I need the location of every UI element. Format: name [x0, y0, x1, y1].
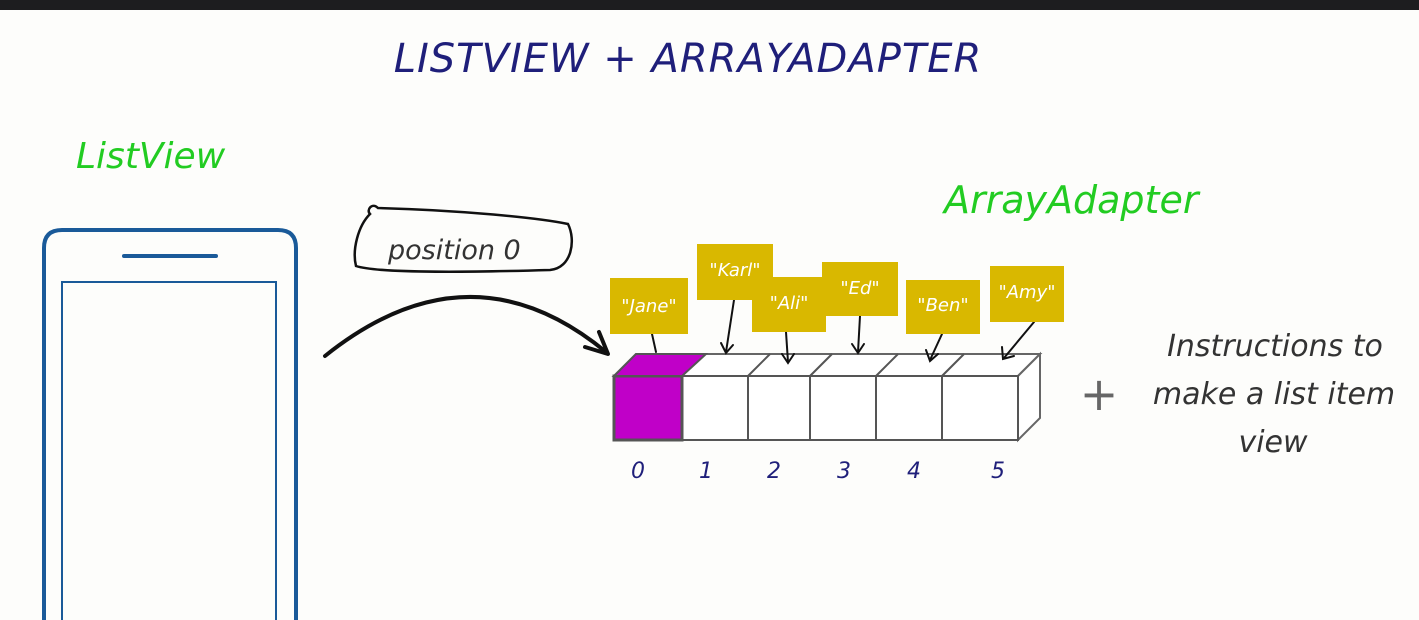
array-cell-0-top — [611, 353, 709, 377]
tag-ali-label: "Ali" — [770, 293, 809, 314]
phone-icon — [42, 228, 298, 620]
instructions-block: Instructions to make a list item view — [1153, 329, 1395, 460]
tag-karl-label: "Karl" — [709, 260, 760, 281]
tag-ben-note — [906, 280, 980, 334]
instructions-line-2: make a list item — [1153, 377, 1395, 412]
array-cell-0 — [612, 374, 684, 442]
tag-pointer-amy — [1003, 321, 1035, 359]
tag-pointer-jane — [651, 333, 657, 353]
tag-amy-note — [990, 266, 1064, 322]
tag-pointer-ed — [857, 315, 861, 353]
tag-jane-note — [610, 278, 688, 334]
tag-pointer-ali — [785, 331, 789, 363]
tag-karl: "Karl" — [697, 244, 773, 300]
tag-ben-label: "Ben" — [917, 295, 968, 316]
tag-ben: "Ben" — [906, 280, 980, 334]
tag-amy-label: "Amy" — [998, 282, 1055, 303]
array-divider — [809, 353, 833, 377]
phone-body — [42, 228, 298, 620]
listview-label: ListView — [76, 136, 226, 177]
array-divider — [747, 353, 771, 377]
tag-ali: "Ali" — [752, 277, 826, 332]
name-tags: "Jane" "Karl" "Ali" "Ed" "Ben" "Amy" — [610, 244, 1064, 334]
plus-sign: + — [1080, 367, 1119, 421]
diagram-title: LISTVIEW + ARRAYADAPTER — [394, 36, 983, 82]
tag-arrowhead-ali — [781, 353, 795, 365]
position-bubble: position 0 — [353, 204, 574, 274]
tag-amy: "Amy" — [990, 266, 1064, 322]
array-index-5: 5 — [991, 459, 1005, 484]
tag-arrowhead-karl — [720, 342, 734, 355]
top-bar — [0, 0, 1419, 10]
tag-jane-label: "Jane" — [621, 296, 676, 317]
array-index-1: 1 — [699, 459, 713, 484]
array-divider — [875, 353, 899, 377]
arrow-curve — [323, 295, 608, 358]
tag-pointer-ben — [929, 333, 943, 361]
array-indices: 0 1 2 3 4 5 — [631, 459, 1005, 484]
position-arrow — [323, 295, 610, 358]
tag-ed: "Ed" — [822, 262, 898, 316]
arrow-head — [583, 330, 610, 356]
array-index-2: 2 — [767, 459, 781, 484]
instructions-line-3: view — [1238, 425, 1308, 460]
arrayadapter-label: ArrayAdapter — [941, 178, 1201, 222]
tag-ali-note — [752, 277, 826, 332]
array-index-3: 3 — [837, 459, 851, 484]
array-divider — [941, 353, 965, 377]
tag-pointer-karl — [725, 299, 735, 353]
tag-jane: "Jane" — [610, 278, 688, 334]
tag-ed-note — [822, 262, 898, 316]
array-cells — [611, 351, 1043, 443]
position-label: position 0 — [387, 235, 521, 266]
array-index-4: 4 — [907, 459, 921, 484]
instructions-line-1: Instructions to — [1167, 329, 1383, 364]
tag-arrowhead-amy — [1001, 346, 1015, 361]
phone-screen — [61, 281, 277, 620]
tag-arrowhead-ben — [925, 349, 939, 363]
tag-pointers — [651, 299, 1035, 365]
tag-ed-label: "Ed" — [840, 278, 879, 299]
bubble-outline — [353, 204, 574, 274]
tag-arrowhead-ed — [851, 343, 865, 355]
array-index-0: 0 — [631, 459, 645, 484]
